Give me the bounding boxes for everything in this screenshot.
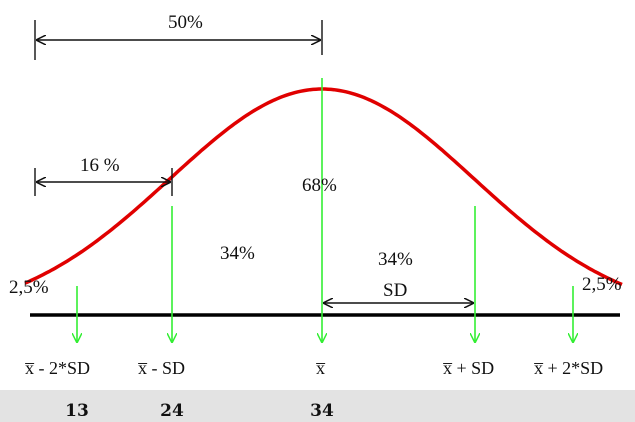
bell-curve [24, 87, 623, 287]
diagram-panel [0, 0, 635, 390]
minus2sd-value: 13 [65, 401, 89, 421]
plus2sd-axis-label: x̅ + 2*SD [534, 358, 604, 378]
sd-span-label: SD [383, 280, 407, 301]
minus2sd-axis-label: x̅ - 2*SD [25, 358, 90, 378]
mean-axis-label: x̅ [316, 358, 326, 378]
left-middle-percent-label: 34% [220, 243, 255, 264]
right-middle-percent-label: 34% [378, 249, 413, 270]
minus1sd-value: 24 [160, 401, 184, 421]
left-tail-percent-label: 2,5% [9, 277, 49, 298]
minus1sd-axis-label: x̅ - SD [138, 358, 185, 378]
left-span-label: 16 % [80, 155, 120, 176]
mean-value: 34 [310, 401, 334, 421]
right-tail-percent-label: 2,5% [582, 274, 622, 295]
top-span-label: 50% [168, 12, 203, 33]
plus1sd-axis-label: x̅ + SD [443, 358, 495, 378]
center-percent-label: 68% [302, 175, 337, 196]
